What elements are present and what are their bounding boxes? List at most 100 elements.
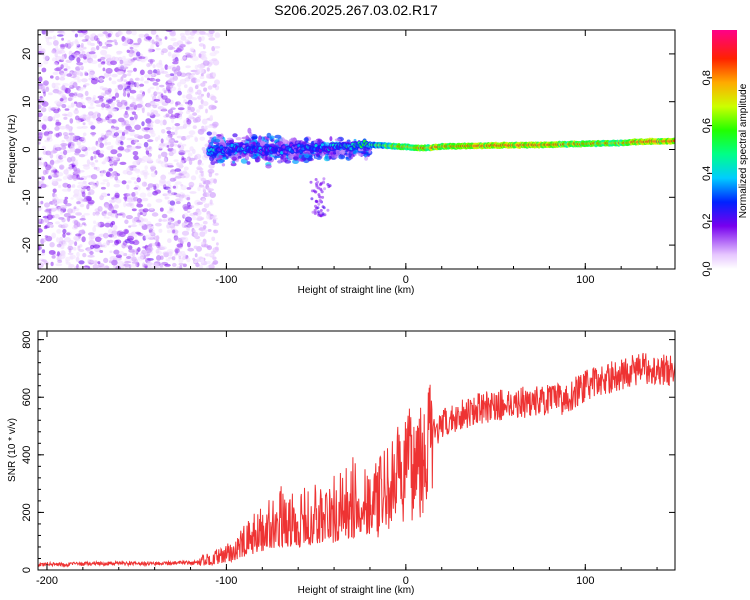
spectrogram-cell <box>106 216 110 219</box>
spectrogram-cell <box>122 91 127 97</box>
spectrogram-cell <box>87 146 91 151</box>
spectrogram-cell <box>93 111 99 115</box>
spectrogram-cell <box>331 154 336 159</box>
spectrogram-cell <box>52 200 57 205</box>
spectrogram-cell <box>106 114 113 119</box>
spectrogram-cell <box>68 54 75 61</box>
spectrogram-cell <box>173 177 177 181</box>
spectrogram-cell <box>165 258 171 262</box>
spectrogram-cell <box>157 40 163 46</box>
spectrogram-cell <box>214 79 220 85</box>
spectrogram-cell <box>110 145 114 148</box>
spectrogram-cell <box>195 238 201 242</box>
spectrogram-cell <box>155 36 161 41</box>
spectrogram-cell <box>128 225 132 228</box>
spectrogram-cell <box>178 149 186 156</box>
spectrogram-cell <box>189 47 195 52</box>
spectrogram-cell <box>190 175 197 181</box>
spectrogram-cell <box>54 160 60 164</box>
spectrogram-cell <box>200 171 204 177</box>
spectrogram-cell <box>138 56 146 60</box>
spectrogram-cell <box>81 50 86 55</box>
spectrogram-cell <box>117 130 123 134</box>
spectrogram-cell <box>69 96 74 101</box>
spectrogram-cell <box>212 72 217 78</box>
spectrogram-cell <box>134 191 139 196</box>
spectrogram-cell <box>171 118 175 124</box>
spectrogram-x-tick-label: 0 <box>403 274 409 286</box>
spectrogram-cell <box>99 77 104 83</box>
spectrogram-cell <box>83 213 90 216</box>
spectrogram-cell <box>71 184 76 188</box>
spectrogram-cell <box>185 93 193 100</box>
spectrogram-cell <box>59 236 64 243</box>
spectrogram-cell <box>312 189 316 193</box>
spectrogram-cell <box>90 156 94 161</box>
spectrogram-cell <box>155 85 160 91</box>
spectrogram-x-tick-label: -100 <box>215 274 237 286</box>
spectrogram-cell <box>167 165 174 168</box>
spectrogram-cell <box>200 217 205 220</box>
spectrogram-cell <box>56 90 62 95</box>
spectrogram-cell <box>164 98 171 104</box>
spectrogram-cell <box>102 179 109 183</box>
spectrogram-cell <box>81 191 86 198</box>
spectrogram-cell <box>122 58 129 64</box>
spectrogram-cell <box>51 50 56 54</box>
spectrogram-cell <box>321 195 325 199</box>
spectrogram-cell <box>125 203 133 207</box>
spectrogram-cell <box>144 234 151 240</box>
spectrogram-cell <box>115 254 122 258</box>
spectrogram-cell <box>109 250 113 254</box>
spectrogram-cell <box>192 224 201 229</box>
spectrogram-cell <box>158 218 162 223</box>
spectrogram-cell <box>113 204 119 209</box>
spectrogram-cell <box>207 85 213 90</box>
spectrogram-cell <box>165 113 171 117</box>
spectrogram-cell <box>38 228 43 233</box>
spectrogram-cell <box>177 90 182 96</box>
spectrogram-cell <box>73 94 77 99</box>
spectrogram-cell <box>60 72 66 78</box>
spectrogram-cell <box>176 243 184 248</box>
spectrogram-cell <box>38 264 41 269</box>
spectrogram-cell <box>200 73 204 77</box>
spectrogram-cell <box>182 204 189 210</box>
spectrogram-cell <box>108 168 113 172</box>
spectrogram-cell <box>153 98 161 102</box>
spectrogram-cell <box>195 262 200 268</box>
spectrogram-cell <box>170 107 176 110</box>
spectrogram-cell <box>167 238 172 244</box>
spectrogram-cell <box>135 82 140 88</box>
spectrogram-y-ticks: 20 10 0 -10 -20 <box>21 34 675 265</box>
spectrogram-cell <box>119 59 124 65</box>
spectrogram-cell <box>74 152 80 156</box>
spectrogram-cell <box>132 239 140 246</box>
spectrogram-cell <box>167 65 172 70</box>
spectrogram-cell <box>329 136 333 142</box>
spectrogram-cell <box>81 136 86 141</box>
spectrogram-cell <box>162 88 166 92</box>
spectrogram-cell <box>97 241 102 246</box>
spectrogram-cell <box>154 91 162 95</box>
spectrogram-cell <box>318 195 322 199</box>
spectrogram-cell <box>280 154 284 160</box>
spectrogram-cell <box>189 146 194 152</box>
spectrogram-cell <box>104 204 109 209</box>
spectrogram-cell <box>199 32 206 36</box>
spectrogram-cell <box>130 177 137 180</box>
spectrogram-cell <box>169 200 176 206</box>
spectrogram-cell <box>47 133 53 140</box>
spectrogram-cell <box>41 67 47 73</box>
colorbar-tick-label: 0.0 <box>701 261 713 276</box>
spectrogram-cell <box>113 183 121 188</box>
spectrogram-cell <box>197 95 203 100</box>
figure-title: S206.2025.267.03.02.R17 <box>274 2 438 18</box>
spectrogram-cell <box>107 193 111 196</box>
spectrogram-cell <box>61 31 66 36</box>
spectrogram-cell <box>202 220 208 225</box>
spectrogram-cell <box>126 73 132 77</box>
spectrogram-cell <box>117 31 124 36</box>
spectrogram-cell <box>188 224 194 228</box>
